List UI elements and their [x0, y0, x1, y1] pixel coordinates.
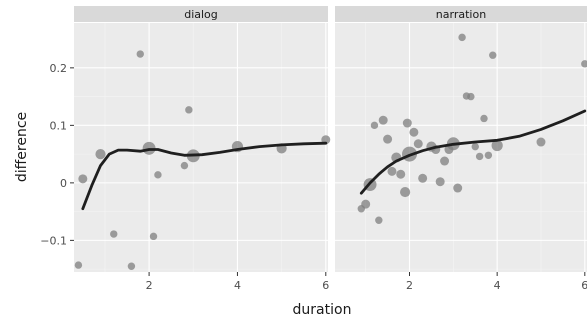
x-tick-label: 2	[146, 279, 153, 292]
data-point	[489, 51, 497, 59]
smooth-line	[81, 141, 328, 211]
data-point	[418, 173, 428, 183]
data-point	[475, 152, 484, 161]
facet-strip	[335, 6, 587, 22]
data-point	[370, 121, 379, 130]
x-tick-label: 4	[234, 279, 241, 292]
data-point	[74, 261, 83, 269]
data-point	[110, 230, 118, 238]
data-point	[536, 137, 546, 147]
data-point	[480, 114, 488, 123]
facet-panel-dialog: dialog 2 4 6	[74, 6, 331, 292]
facet-strip	[74, 6, 328, 22]
x-axis-title: duration	[293, 302, 352, 318]
data-point	[581, 60, 587, 68]
panel-smooth	[359, 109, 587, 195]
data-point	[440, 156, 450, 166]
facet-strip-label: narration	[436, 8, 486, 21]
y-axis-title-group: difference	[14, 112, 30, 182]
facet-panel-narration: narration 2 4 6	[335, 6, 587, 292]
panel-background	[335, 23, 587, 272]
data-point	[471, 142, 479, 151]
data-point	[484, 151, 493, 159]
facet-strip-label: dialog	[184, 8, 218, 21]
y-tick-label: 0.1	[50, 119, 68, 132]
data-point	[467, 92, 475, 101]
data-point	[402, 118, 412, 128]
y-tick-label: 0.2	[50, 62, 68, 75]
x-tick-label: 4	[494, 279, 501, 292]
y-axis-ticks: −0.1 0 0.1 0.2	[40, 62, 74, 247]
data-point	[149, 232, 158, 241]
x-tick-label: 6	[322, 279, 329, 292]
data-point	[185, 106, 193, 114]
x-axis-ticks: 2 4 6	[146, 272, 329, 292]
data-point	[180, 161, 189, 170]
data-point	[95, 149, 106, 160]
data-point	[383, 134, 393, 144]
y-tick-label: 0	[60, 177, 67, 190]
data-point	[413, 139, 423, 149]
x-axis-ticks: 2 4 6	[406, 272, 587, 292]
panel-smooth	[81, 141, 328, 211]
data-point	[378, 115, 388, 125]
data-point	[491, 139, 503, 152]
data-point	[409, 127, 419, 137]
data-point	[435, 177, 445, 187]
data-point	[387, 166, 397, 176]
x-tick-label: 6	[581, 279, 587, 292]
y-tick-label: −0.1	[40, 234, 67, 247]
x-tick-label: 2	[406, 279, 413, 292]
y-axis-title: difference	[14, 112, 30, 182]
data-point	[136, 50, 144, 58]
data-point	[127, 262, 136, 270]
data-point	[458, 33, 466, 42]
data-point	[154, 171, 162, 179]
data-point	[396, 169, 406, 179]
data-point	[375, 216, 383, 224]
data-point	[453, 183, 463, 193]
data-point	[400, 186, 411, 198]
data-point	[78, 174, 88, 184]
data-point	[361, 199, 371, 209]
smooth-line	[359, 109, 587, 195]
